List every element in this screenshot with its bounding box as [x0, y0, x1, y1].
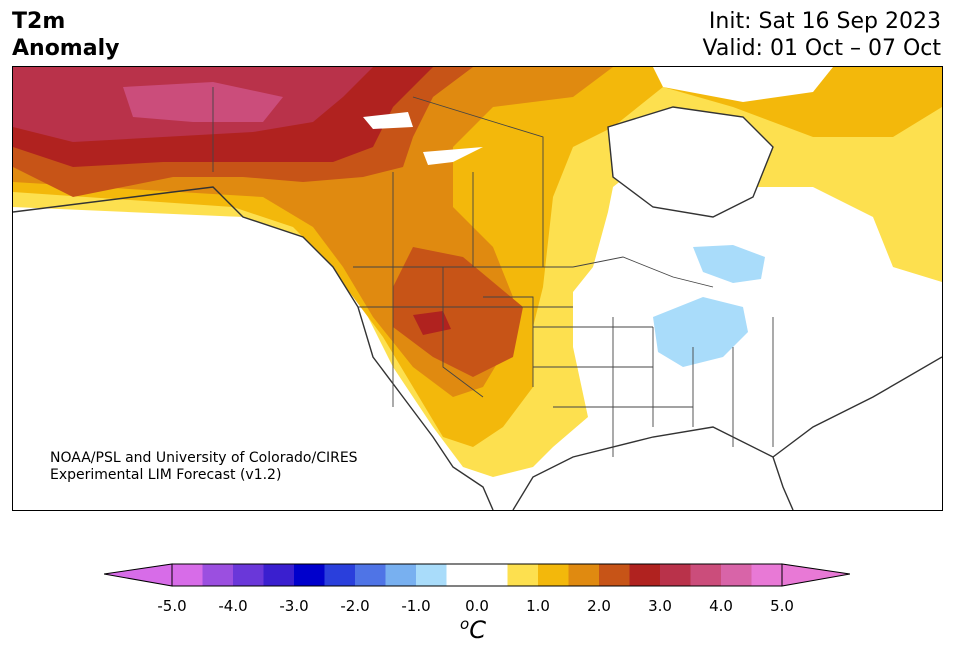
colorbar-tick-label: -3.0 [279, 597, 309, 615]
colorbar-tick-label: 4.0 [709, 597, 733, 615]
colorbar-cell [172, 564, 203, 586]
atlantic-ocean [773, 357, 942, 510]
anomaly-region-3-5 [123, 82, 283, 122]
colorbar-cell [202, 564, 234, 586]
colorbar-left-arrow [104, 563, 173, 587]
colorbar-tick-label: 3.0 [648, 597, 672, 615]
colorbar-tick-label: -2.0 [340, 597, 370, 615]
colorbar-cell [263, 564, 295, 586]
colorbar-cells [172, 564, 783, 586]
colorbar-cell [629, 564, 661, 586]
colorbar-cell [660, 564, 691, 586]
anomaly-map: NOAA/PSL and University of Colorado/CIRE… [12, 66, 943, 511]
hudson-bay [608, 107, 773, 217]
political-borders [212, 87, 774, 457]
colorbar-cell [538, 564, 569, 586]
data-credit: NOAA/PSL and University of Colorado/CIRE… [50, 450, 358, 484]
forecast-dates: Init: Sat 16 Sep 2023 Valid: 01 Oct – 07… [703, 8, 941, 62]
colorbar-outline [171, 563, 783, 587]
colorbar-tick-label: 2.0 [587, 597, 611, 615]
colorbar-cell [385, 564, 417, 586]
unit-degree-sup: o [460, 615, 470, 633]
colorbar-cell [507, 564, 539, 586]
colorbar-cell [294, 564, 325, 586]
colorbar-cell [233, 564, 264, 586]
colorbar-cell [599, 564, 630, 586]
colorbar-right-arrow [781, 563, 850, 587]
colorbar-tick-label: 5.0 [770, 597, 794, 615]
colorbar-cell [477, 564, 508, 586]
title-line-2: Anomaly [12, 36, 120, 61]
unit-base: C [469, 616, 486, 644]
colorbar-cell [324, 564, 356, 586]
cool-anomaly-great-lakes [653, 297, 748, 367]
colorbar-cell [721, 564, 752, 586]
credit-line-1: NOAA/PSL and University of Colorado/CIRE… [50, 450, 358, 466]
colorbar-tick-label: -1.0 [401, 597, 431, 615]
colorbar-cell [690, 564, 722, 586]
title-line-1: T2m [12, 9, 66, 34]
colorbar [104, 563, 850, 587]
colorbar-cell [568, 564, 600, 586]
cool-anomaly-ontario [693, 245, 765, 283]
colorbar-tick-label: -5.0 [157, 597, 187, 615]
valid-date: Valid: 01 Oct – 07 Oct [702, 36, 941, 61]
colorbar-cell [416, 564, 447, 586]
anomaly-map-svg [13, 67, 942, 510]
arctic-water [653, 67, 833, 102]
colorbar-unit: oC [460, 615, 486, 644]
gulf-of-mexico [513, 427, 783, 510]
colorbar-tick-label: 0.0 [465, 597, 489, 615]
colorbar-tick-label: 1.0 [526, 597, 550, 615]
colorbar-cell [446, 564, 478, 586]
colorbar-cell [355, 564, 386, 586]
map-title: T2m Anomaly [12, 8, 119, 62]
great-bear-lake [363, 112, 413, 129]
colorbar-cell [751, 564, 783, 586]
great-slave-lake [423, 147, 483, 165]
colorbar-tick-label: -4.0 [218, 597, 248, 615]
init-date: Init: Sat 16 Sep 2023 [708, 9, 941, 34]
pacific-ocean [13, 212, 493, 510]
credit-line-2: Experimental LIM Forecast (v1.2) [50, 467, 282, 483]
